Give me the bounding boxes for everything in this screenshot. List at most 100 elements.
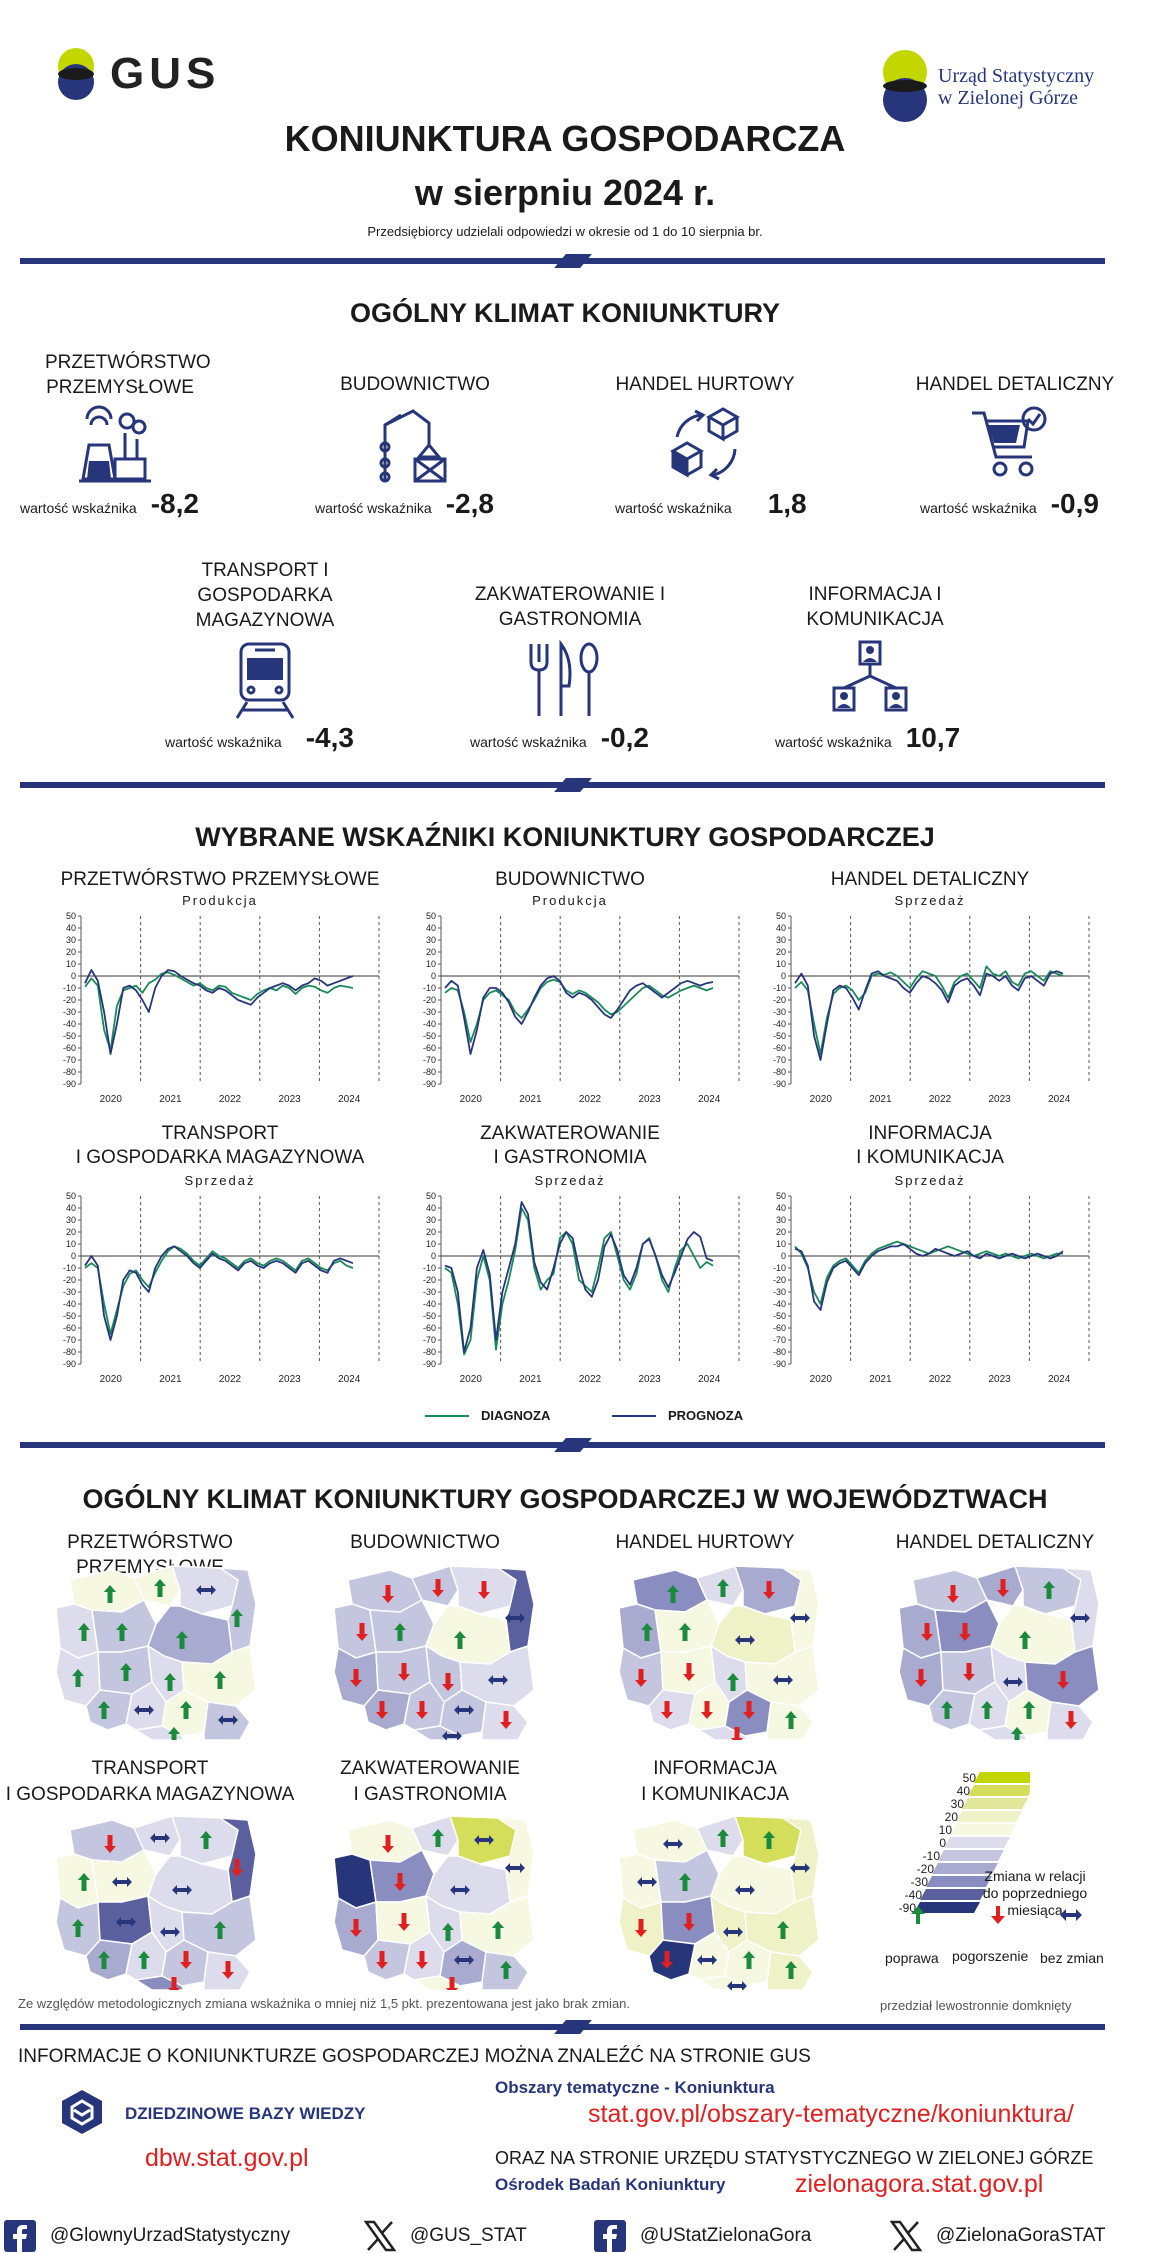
y-tick-label: 30 — [776, 1215, 786, 1225]
y-tick-label: 50 — [776, 911, 786, 921]
sector-label: TRANSPORT I GOSPODARKA MAGAZYNOWA — [195, 560, 335, 631]
scale-step — [926, 1876, 992, 1887]
chart-title: HANDEL DETALICZNY — [830, 869, 1030, 890]
x-tick-label: 2023 — [988, 1094, 1011, 1105]
y-tick-label: -60 — [773, 1043, 786, 1053]
x-icon — [890, 2220, 922, 2252]
shopping-cart-icon — [972, 406, 1047, 477]
arrow-up-icon — [500, 1961, 512, 1979]
arrow-up-icon — [78, 1623, 90, 1641]
arrow-up-icon — [138, 1951, 150, 1969]
chart-subtitle: Sprzedaż — [894, 1173, 966, 1188]
y-tick-label: -90 — [773, 1079, 786, 1089]
arrow-down-icon — [635, 1919, 647, 1937]
arrow-down-icon — [500, 1711, 512, 1729]
map-construction — [333, 1565, 535, 1740]
arrow-down-icon — [350, 1919, 362, 1937]
y-tick-label: -80 — [423, 1347, 436, 1357]
x-tick-label: 2020 — [460, 1094, 483, 1105]
chart-title-line2: I GOSPODARKA MAGAZYNOWA — [75, 1147, 365, 1168]
arrow-up-icon — [154, 1579, 166, 1597]
y-tick-label: 40 — [66, 923, 76, 933]
sector-value: -2,8 — [445, 488, 494, 519]
scale-step — [932, 1863, 998, 1874]
y-tick-label: 20 — [426, 1227, 436, 1237]
cutlery-icon — [529, 640, 599, 716]
arrow-both-icon — [735, 1885, 755, 1895]
arrow-up-icon — [785, 1711, 797, 1729]
sector-label: PRZETWÓRSTWO PRZEMYSŁOWE — [45, 352, 211, 398]
social-x-gus[interactable]: @GUS_STAT — [364, 2220, 527, 2252]
arrow-both-icon — [1060, 1909, 1082, 1921]
chart-title-line2: I KOMUNIKACJA — [856, 1147, 1004, 1168]
y-tick-label: 10 — [776, 959, 786, 969]
y-tick-label: -60 — [63, 1043, 76, 1053]
y-tick-label: -80 — [63, 1347, 76, 1357]
chart-transport: 50 40 30 20 10 0 -10 -20 -30 -40 -50 -60 -70 -80 -90 20… — [63, 1191, 380, 1385]
page-subtitle: Przedsiębiorcy udzielali odpowiedzi w ok… — [367, 224, 763, 239]
arrow-down-icon — [915, 1669, 927, 1687]
arrow-up-icon — [911, 1906, 925, 1924]
social-x-us[interactable]: @ZielonaGoraSTAT — [890, 2220, 1106, 2252]
y-tick-label: -70 — [63, 1335, 76, 1345]
chart-subtitle: Sprzedaż — [894, 893, 966, 908]
social-handle: @GlownyUrzadStatystyczny — [50, 2225, 290, 2246]
series-line-prognoza — [794, 1243, 1064, 1311]
y-tick-label: -90 — [63, 1359, 76, 1369]
chart-construction: 50 40 30 20 10 0 -10 -20 -30 -40 -50 -60 -70 -80 -90 20… — [423, 911, 740, 1105]
y-tick-label: 50 — [66, 1191, 76, 1201]
arrow-down-icon — [446, 1977, 458, 1990]
y-tick-label: 30 — [776, 935, 786, 945]
legend-none-label: bez zmian — [1040, 1950, 1104, 1966]
x-tick-label: 2022 — [929, 1094, 952, 1105]
social-facebook-gus[interactable]: @GlownyUrzadStatystyczny — [4, 2220, 290, 2252]
us-link[interactable]: zielonagora.stat.gov.pl — [795, 2170, 1044, 2198]
arrow-down-icon — [376, 1951, 388, 1969]
y-tick-label: -70 — [773, 1335, 786, 1345]
map-retail — [898, 1565, 1100, 1740]
scale-label: -30 — [911, 1875, 929, 1889]
change-legend-title-line2: do poprzedniego miesiąca — [982, 1885, 1088, 1918]
social-facebook-us[interactable]: @UStatZielonaGora — [594, 2220, 811, 2252]
y-tick-label: -80 — [773, 1067, 786, 1077]
legend-up-label: poprawa — [885, 1950, 939, 1966]
climate-title: OGÓLNY KLIMAT KONIUNKTURY — [350, 298, 780, 328]
arrow-up-icon — [214, 1921, 226, 1939]
dbw-link[interactable]: dbw.stat.gov.pl — [145, 2144, 309, 2172]
arrow-down-icon — [376, 1701, 388, 1719]
y-tick-label: 0 — [431, 971, 436, 981]
x-tick-label: 2020 — [100, 1094, 123, 1105]
arrow-up-icon — [717, 1579, 729, 1597]
page-title-date: w sierpniu 2024 r. — [414, 172, 716, 213]
legend-diagnosis: DIAGNOZA — [425, 1408, 550, 1423]
topic-link[interactable]: stat.gov.pl/obszary-tematyczne/koniunktu… — [588, 2100, 1074, 2128]
arrow-up-icon — [667, 1585, 679, 1603]
value-label: wartość wskaźnika — [920, 500, 1037, 516]
chart-ict: 50 40 30 20 10 0 -10 -20 -30 -40 -50 -60 -70 -80 -90 20… — [773, 1191, 1090, 1385]
chart-subtitle: Produkcja — [532, 893, 608, 908]
arrow-up-icon — [941, 1701, 953, 1719]
arrow-both-icon — [505, 1863, 525, 1873]
arrow-up-icon — [72, 1919, 84, 1937]
x-tick-label: 2024 — [698, 1094, 721, 1105]
arrow-down-icon — [350, 1669, 362, 1687]
x-tick-label: 2022 — [579, 1094, 602, 1105]
y-tick-label: -70 — [423, 1335, 436, 1345]
x-tick-label: 2023 — [278, 1094, 301, 1105]
y-tick-label: -70 — [773, 1055, 786, 1065]
y-tick-label: 30 — [426, 1215, 436, 1225]
sector-value-row: wartość wskaźnika -0,2 — [470, 722, 649, 754]
topic-label: Obszary tematyczne - Koniunktura — [495, 2078, 775, 2097]
chart-title: INFORMACJA — [868, 1123, 992, 1144]
legend-forecast-swatch — [612, 1414, 656, 1417]
arrow-down-icon — [991, 1906, 1005, 1924]
y-tick-label: -50 — [423, 1031, 436, 1041]
arrow-both-icon — [1003, 1677, 1023, 1687]
map-manufacturing — [55, 1565, 257, 1740]
arrow-both-icon — [663, 1839, 683, 1849]
x-tick-label: 2021 — [519, 1374, 542, 1385]
legend-diagnosis-swatch — [425, 1414, 469, 1417]
legend-forecast: PROGNOZA — [612, 1408, 743, 1423]
page-title: KONIUNKTURA GOSPODARCZA — [284, 118, 846, 159]
